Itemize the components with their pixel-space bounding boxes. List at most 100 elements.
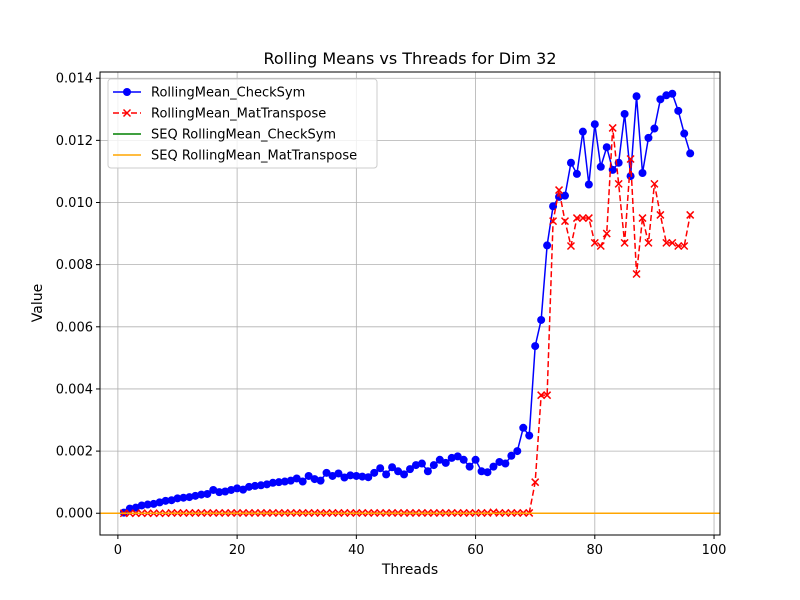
- data-point: [668, 238, 677, 247]
- data-point: [674, 241, 683, 251]
- data-point: [471, 455, 480, 464]
- legend-entry: SEQ RollingMean_MatTranspose: [113, 149, 357, 164]
- data-point: [304, 471, 313, 480]
- data-point: [686, 149, 695, 158]
- data-point: [555, 186, 564, 195]
- data-point: [400, 470, 409, 479]
- data-point: [566, 158, 575, 167]
- data-point: [686, 210, 695, 219]
- y-tick-label: 0.000: [56, 507, 93, 522]
- data-point: [245, 482, 254, 491]
- data-point: [274, 478, 283, 487]
- y-tick-label: 0.010: [56, 196, 93, 211]
- x-tick-label: 80: [587, 543, 604, 558]
- data-point: [322, 468, 331, 477]
- data-point: [644, 238, 653, 247]
- data-point: [656, 95, 665, 104]
- data-point: [638, 168, 647, 177]
- data-point: [590, 238, 599, 247]
- data-point: [423, 467, 432, 476]
- data-point: [364, 473, 373, 482]
- y-tick-label: 0.014: [56, 72, 93, 87]
- data-point: [376, 464, 385, 473]
- data-point: [358, 472, 367, 481]
- data-point: [352, 471, 361, 480]
- y-axis-label: Value: [30, 284, 46, 322]
- data-point: [465, 462, 474, 471]
- x-tick-label: 60: [467, 543, 484, 558]
- data-point: [417, 459, 426, 468]
- data-point: [292, 474, 301, 483]
- data-point: [191, 491, 200, 500]
- legend-label: SEQ RollingMean_CheckSym: [151, 128, 336, 143]
- data-point: [638, 214, 647, 223]
- legend-box: [107, 78, 378, 169]
- data-point: [632, 269, 641, 279]
- data-point: [596, 162, 605, 171]
- data-point: [185, 493, 194, 502]
- data-point: [256, 481, 265, 490]
- data-point: [137, 501, 146, 510]
- data-point: [537, 391, 546, 400]
- data-point: [566, 241, 575, 251]
- data-point: [179, 493, 188, 502]
- data-point: [596, 241, 605, 251]
- legend-label: SEQ RollingMean_MatTranspose: [151, 149, 357, 164]
- data-point: [549, 202, 558, 211]
- data-point: [429, 461, 438, 470]
- data-point: [578, 127, 587, 136]
- data-point: [608, 123, 617, 132]
- data-point: [519, 423, 528, 432]
- legend-label: RollingMean_CheckSym: [151, 86, 305, 101]
- data-point: [531, 342, 540, 351]
- series-layer: [100, 89, 720, 518]
- legend-marker: [123, 88, 131, 96]
- data-point: [602, 229, 611, 238]
- data-point: [572, 214, 581, 223]
- data-point: [239, 485, 248, 494]
- data-point: [620, 109, 629, 118]
- data-point: [549, 217, 558, 226]
- legend-entry: RollingMean_CheckSym: [113, 86, 305, 101]
- data-point: [561, 191, 569, 200]
- data-point: [251, 481, 259, 490]
- data-point: [632, 92, 641, 101]
- data-point: [525, 431, 534, 440]
- x-tick-label: 20: [229, 543, 246, 558]
- y-tick-label: 0.008: [56, 258, 93, 273]
- data-point: [590, 120, 599, 129]
- y-tick-label: 0.012: [56, 134, 93, 149]
- data-point: [674, 106, 683, 115]
- legend: RollingMean_CheckSym RollingMean_MatTrans…: [107, 78, 378, 169]
- y-tick-label: 0.002: [56, 445, 93, 460]
- data-point: [197, 490, 206, 499]
- chart-title: Rolling Means vs Threads for Dim 32: [263, 49, 556, 68]
- data-point: [483, 468, 492, 477]
- data-point: [578, 214, 587, 223]
- data-point: [143, 500, 152, 509]
- data-point: [537, 315, 546, 324]
- legend-entry: SEQ RollingMean_CheckSym: [113, 128, 336, 143]
- data-point: [233, 484, 242, 493]
- data-point: [656, 210, 665, 219]
- data-point: [388, 463, 397, 472]
- data-point: [406, 465, 414, 474]
- plot-frame: [99, 71, 721, 536]
- series-rollingmean-checksym: [119, 89, 695, 517]
- axis-ticks: 0 20 40 60 80 100 0.000 0.002 0.004 0.006 0.008 0.0…: [56, 72, 727, 558]
- data-point: [620, 238, 629, 247]
- legend-marker: [122, 108, 132, 118]
- data-point: [203, 489, 212, 498]
- data-point: [382, 470, 391, 479]
- x-tick-label: 40: [348, 543, 365, 558]
- data-point: [394, 467, 403, 476]
- data-point: [662, 238, 671, 247]
- data-point: [644, 133, 653, 142]
- data-point: [441, 458, 450, 467]
- legend-label: RollingMean_MatTranspose: [151, 107, 326, 122]
- data-point: [507, 451, 516, 460]
- data-point: [543, 391, 552, 400]
- data-point: [614, 179, 623, 188]
- x-tick-label: 100: [702, 543, 727, 558]
